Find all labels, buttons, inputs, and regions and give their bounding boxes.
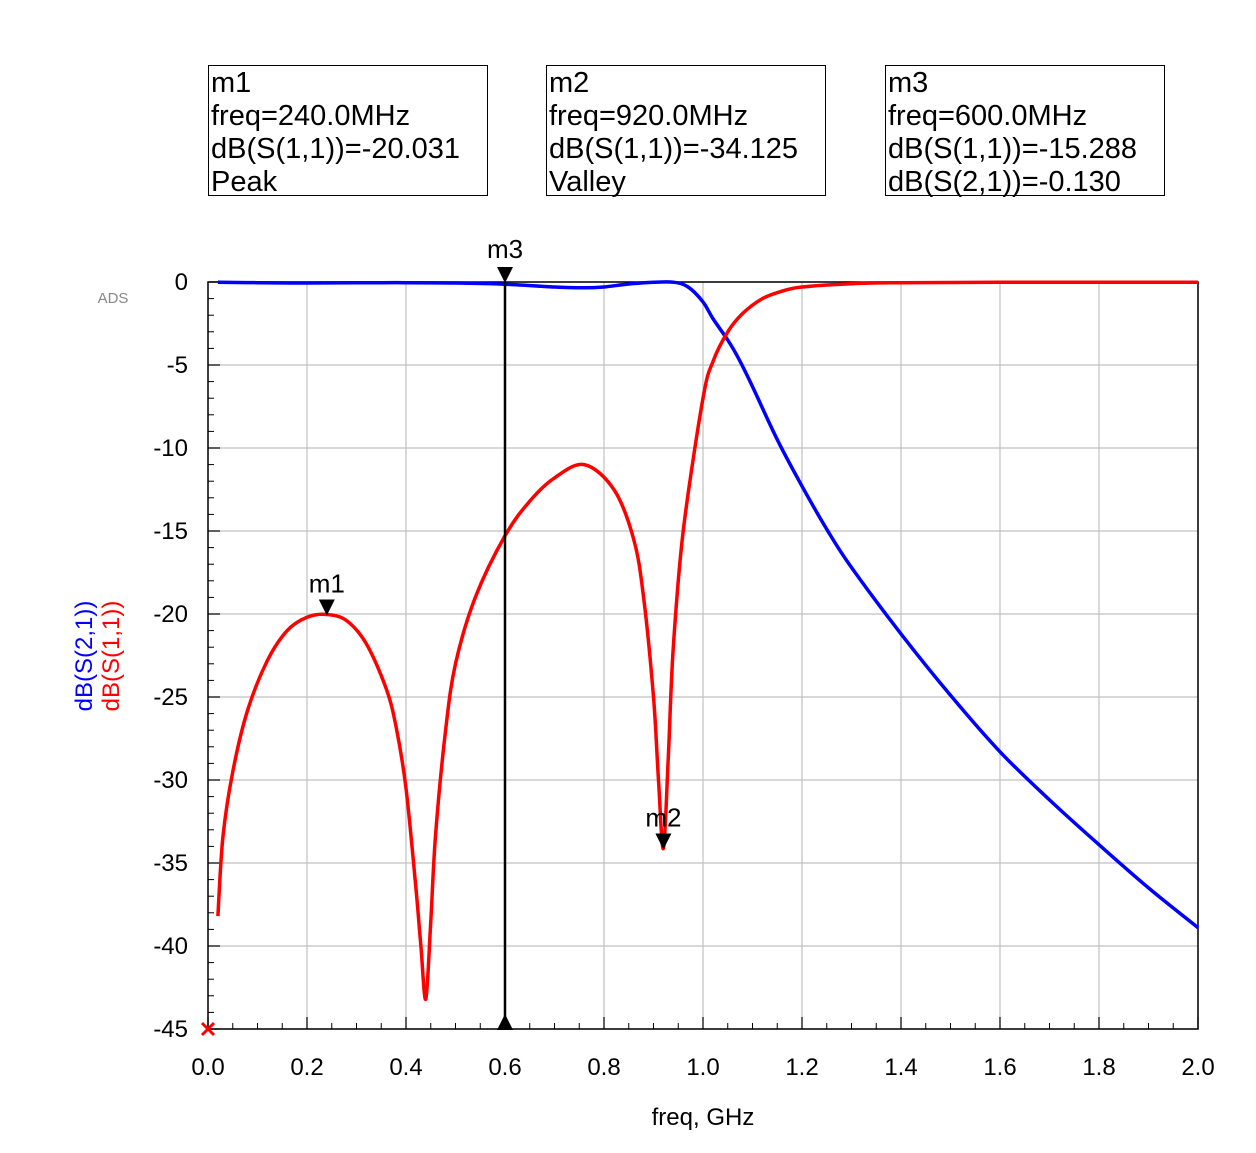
y-tick-label: -40	[153, 933, 188, 960]
series	[216, 280, 1200, 1001]
ticks: 0.0 0.2 0.4 0.6 0.8 1.0 1.2 1.4 1.6 1.8 2.0 0 -5 -10 -…	[153, 269, 1214, 1081]
x-tick-label: 1.2	[785, 1054, 818, 1081]
marker-freq: freq=240.0MHz	[211, 100, 411, 132]
y-tick-label: -45	[153, 1016, 188, 1043]
x-tick-label: 0.8	[587, 1054, 620, 1081]
y-tick-label: 0	[175, 269, 188, 296]
marker-value: dB(S(1,1))=-34.125	[549, 133, 799, 165]
marker-box-m1: m1 freq=240.0MHz dB(S(1,1))=-20.031 Peak	[208, 65, 488, 198]
marker-box-m2: m2 freq=920.0MHz dB(S(1,1))=-34.125 Vall…	[546, 65, 826, 198]
marker-value: dB(S(1,1))=-20.031	[211, 133, 461, 165]
marker-label-m1: m1	[309, 569, 345, 599]
marker-freq: freq=600.0MHz	[888, 100, 1088, 132]
x-tick-label: 1.6	[983, 1054, 1016, 1081]
marker-triangle-bottom-m3	[497, 1014, 513, 1030]
y-axis-label-s21: dB(S(2,1))	[71, 601, 98, 712]
origin-cross-icon	[200, 1021, 216, 1037]
x-tick-label: 0.4	[389, 1054, 422, 1081]
x-tick-label: 0.0	[191, 1054, 224, 1081]
marker-box-m3: m3 freq=600.0MHz dB(S(1,1))=-15.288 dB(S…	[885, 65, 1165, 198]
series-line-db-s-1-1-	[216, 280, 1199, 1001]
marker-triangle-m1	[318, 599, 335, 616]
marker-triangle-m2	[655, 833, 672, 850]
marker-note: Peak	[211, 166, 278, 198]
marker-name: m3	[888, 67, 929, 99]
y-tick-label: -5	[167, 352, 188, 379]
marker-note: Valley	[549, 166, 626, 198]
y-tick-label: -35	[153, 850, 188, 877]
y-tick-label: -20	[153, 601, 188, 628]
y-tick-label: -10	[153, 435, 188, 462]
x-tick-label: 0.2	[290, 1054, 323, 1081]
marker-label-m2: m2	[645, 802, 681, 832]
marker-label-m3: m3	[487, 234, 523, 264]
series-line-db-s-2-1-	[217, 280, 1200, 930]
y-tick-label: -30	[153, 767, 188, 794]
x-tick-label: 1.0	[686, 1054, 719, 1081]
marker-freq: freq=920.0MHz	[549, 100, 749, 132]
marker-name: m1	[211, 67, 252, 99]
markers: m1 m2 m3	[200, 234, 681, 1037]
x-axis-label: freq, GHz	[652, 1104, 755, 1131]
x-tick-label: 2.0	[1181, 1054, 1214, 1081]
marker-name: m2	[549, 67, 590, 99]
x-tick-label: 1.4	[884, 1054, 917, 1081]
x-tick-label: 1.8	[1082, 1054, 1115, 1081]
x-tick-label: 0.6	[488, 1054, 521, 1081]
y-tick-label: -15	[153, 518, 188, 545]
y-axis-label-s11: dB(S(1,1))	[98, 601, 125, 712]
y-tick-label: -25	[153, 684, 188, 711]
marker-triangle-m3	[497, 267, 513, 283]
marker-value-2: dB(S(2,1))=-0.130	[888, 166, 1121, 198]
marker-value: dB(S(1,1))=-15.288	[888, 133, 1138, 165]
ads-watermark: ADS	[98, 290, 129, 307]
